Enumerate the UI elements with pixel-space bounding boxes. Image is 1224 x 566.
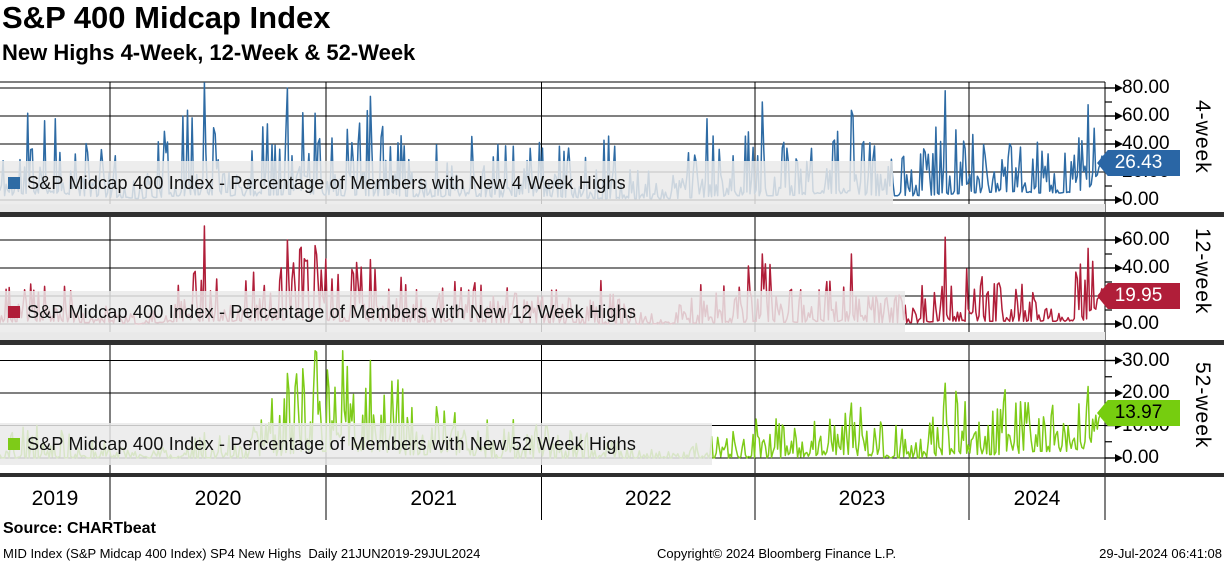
last-value-badge-52week: 13.97 bbox=[1097, 400, 1180, 426]
y-tick-label: 0.00 bbox=[1122, 447, 1159, 468]
last-value-badge-4week: 26.43 bbox=[1097, 150, 1180, 176]
chart-subtitle: New Highs 4-Week, 12-Week & 52-Week bbox=[2, 40, 416, 65]
year-label-2024: 2024 bbox=[1013, 487, 1061, 510]
source-line: Source: CHARTbeat bbox=[3, 520, 156, 537]
y-tick-label: 30.00 bbox=[1122, 349, 1170, 371]
year-label-2022: 2022 bbox=[624, 487, 672, 510]
footer-copyright: Copyright© 2024 Bloomberg Finance L.P. bbox=[657, 546, 897, 561]
y-tick-label: 60.00 bbox=[1122, 105, 1170, 126]
panel-side-label-12week: 12-week bbox=[1191, 228, 1214, 315]
legend-swatch-4week bbox=[8, 177, 20, 189]
legend-label-52week: S&P Midcap 400 Index - Percentage of Mem… bbox=[27, 433, 637, 454]
legend-label-4week: S&P Midcap 400 Index - Percentage of Mem… bbox=[27, 172, 626, 193]
legend-label-12week: S&P Midcap 400 Index - Percentage of Mem… bbox=[27, 301, 637, 322]
y-tick-label: 20.00 bbox=[1122, 382, 1170, 403]
legend-swatch-52week bbox=[8, 438, 20, 450]
legend-band-52week: S&P Midcap 400 Index - Percentage of Mem… bbox=[0, 423, 712, 465]
footer-description: MID Index (S&P Midcap 400 Index) SP4 New… bbox=[3, 546, 481, 561]
panel-side-label-4week: 4-week bbox=[1191, 100, 1214, 174]
year-label-2023: 2023 bbox=[838, 487, 886, 510]
legend-band-4week: S&P Midcap 400 Index - Percentage of Mem… bbox=[0, 161, 893, 205]
y-tick-label: 40.00 bbox=[1122, 257, 1170, 278]
footer-timestamp: 29-Jul-2024 06:41:08 bbox=[1099, 546, 1222, 561]
legend-band-12week: S&P Midcap 400 Index - Percentage of Mem… bbox=[0, 291, 905, 333]
year-label-2019: 2019 bbox=[31, 487, 79, 510]
y-tick-label: 0.00 bbox=[1122, 189, 1159, 210]
y-tick-label: 40.00 bbox=[1122, 133, 1170, 154]
panel-side-label-52week: 52-week bbox=[1191, 362, 1214, 449]
y-tick-label: 0.00 bbox=[1122, 313, 1159, 334]
y-tick-label: 80.00 bbox=[1122, 77, 1170, 98]
year-label-2020: 2020 bbox=[194, 487, 242, 510]
chart-title: S&P 400 Midcap Index bbox=[2, 0, 331, 35]
year-label-2021: 2021 bbox=[410, 487, 458, 510]
legend-swatch-12week bbox=[8, 306, 20, 318]
last-value-badge-12week: 19.95 bbox=[1097, 283, 1180, 309]
y-tick-label: 60.00 bbox=[1122, 229, 1170, 250]
